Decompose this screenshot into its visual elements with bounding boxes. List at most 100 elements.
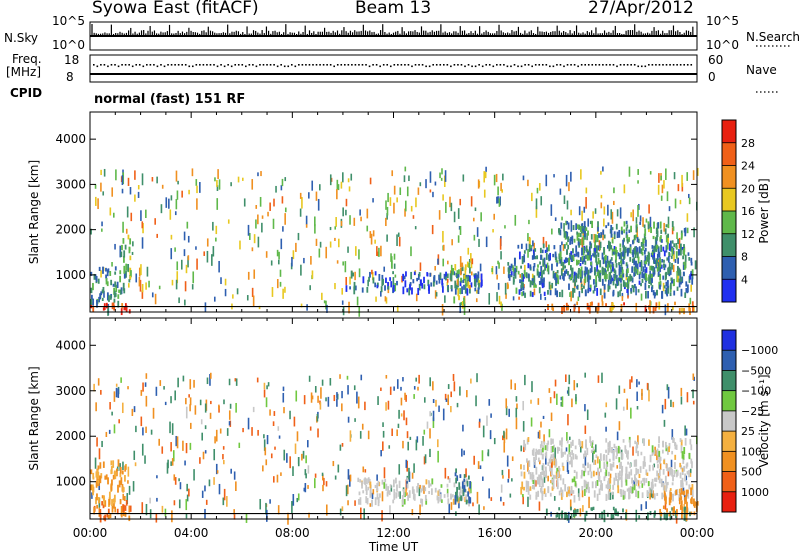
echo-cell (664, 492, 666, 497)
echo-cell (531, 484, 534, 490)
echo-cell (355, 246, 357, 256)
echo-cell (686, 470, 689, 475)
echo-cell (456, 279, 459, 287)
echo-cell (563, 223, 565, 232)
echo-cell (528, 244, 531, 251)
echo-cell (648, 389, 650, 402)
echo-cell (346, 375, 349, 380)
echo-cell (90, 228, 92, 235)
nave-sample (276, 65, 279, 68)
nave-sample (690, 64, 693, 66)
echo-cell (446, 488, 449, 494)
echo-cell (589, 268, 592, 274)
echo-cell (669, 240, 672, 248)
echo-cell (322, 484, 324, 492)
echo-cell (610, 513, 613, 520)
echo-cell (273, 411, 276, 416)
echo-cell (661, 404, 664, 414)
echo-cell (539, 460, 541, 465)
echo-cell (151, 177, 154, 182)
echo-cell (191, 284, 194, 290)
echo-cell (474, 287, 477, 292)
echo-cell (636, 479, 639, 484)
echo-cell (665, 281, 668, 287)
echo-cell (535, 466, 538, 475)
echo-cell (567, 270, 569, 276)
echo-cell (450, 270, 453, 276)
echo-cell (651, 245, 654, 249)
echo-cell (201, 432, 204, 441)
echo-cell (635, 446, 638, 454)
echo-cell (617, 474, 620, 481)
echo-cell (673, 470, 676, 477)
echo-cell (571, 237, 574, 245)
nave-sample (93, 64, 95, 66)
echo-cell (642, 438, 645, 444)
echo-cell (359, 209, 361, 216)
echo-cell (666, 508, 668, 513)
echo-cell (371, 492, 374, 500)
echo-cell (613, 477, 616, 486)
echo-cell (523, 269, 526, 277)
echo-cell (105, 302, 108, 309)
echo-cell (520, 464, 522, 470)
echo-cell (675, 510, 677, 519)
echo-cell (228, 421, 231, 426)
echo-cell (636, 263, 639, 270)
echo-cell (616, 447, 618, 456)
echo-cell (552, 438, 554, 444)
echo-cell (380, 450, 382, 457)
nave-sample (531, 65, 533, 68)
echo-cell (637, 480, 640, 487)
echo-cell (544, 466, 547, 472)
echo-cell (520, 243, 523, 249)
echo-cell (568, 444, 571, 455)
echo-cell (549, 397, 552, 404)
echo-cell (483, 189, 486, 198)
echo-cell (528, 460, 531, 467)
echo-cell (205, 499, 208, 505)
echo-cell (692, 170, 695, 181)
echo-cell (589, 436, 592, 443)
echo-cell (643, 233, 646, 240)
echo-cell (284, 207, 287, 213)
echo-cell (560, 451, 563, 458)
echo-cell (626, 251, 629, 257)
echo-cell (488, 488, 490, 499)
echo-cell (218, 483, 221, 495)
echo-cell (547, 486, 550, 493)
echo-cell (432, 417, 435, 428)
echo-cell (359, 431, 362, 439)
echo-cell (588, 246, 591, 255)
echo-cell (559, 229, 562, 236)
echo-cell (645, 290, 647, 299)
echo-cell (538, 287, 541, 294)
power-heatmap (90, 166, 699, 317)
echo-cell (696, 167, 699, 176)
echo-cell (524, 374, 526, 386)
echo-cell (427, 480, 430, 484)
echo-cell (525, 480, 528, 488)
echo-cell (104, 500, 107, 507)
echo-cell (636, 379, 638, 388)
echo-cell (308, 375, 311, 382)
echo-cell (672, 401, 675, 408)
echo-cell (570, 171, 572, 182)
echo-cell (185, 406, 188, 419)
echo-cell (126, 493, 129, 504)
nave-sample (344, 64, 346, 66)
echo-cell (610, 224, 613, 231)
echo-cell (631, 284, 634, 289)
echo-cell (625, 479, 628, 486)
echo-cell (603, 268, 606, 275)
nave-sample (421, 64, 424, 66)
echo-cell (465, 494, 468, 502)
echo-cell (369, 503, 372, 507)
echo-cell (572, 254, 575, 262)
echo-cell (616, 479, 619, 487)
echo-cell (620, 481, 623, 488)
echo-cell (645, 478, 648, 483)
echo-cell (459, 474, 462, 479)
echo-cell (291, 256, 293, 267)
echo-cell (520, 486, 523, 495)
